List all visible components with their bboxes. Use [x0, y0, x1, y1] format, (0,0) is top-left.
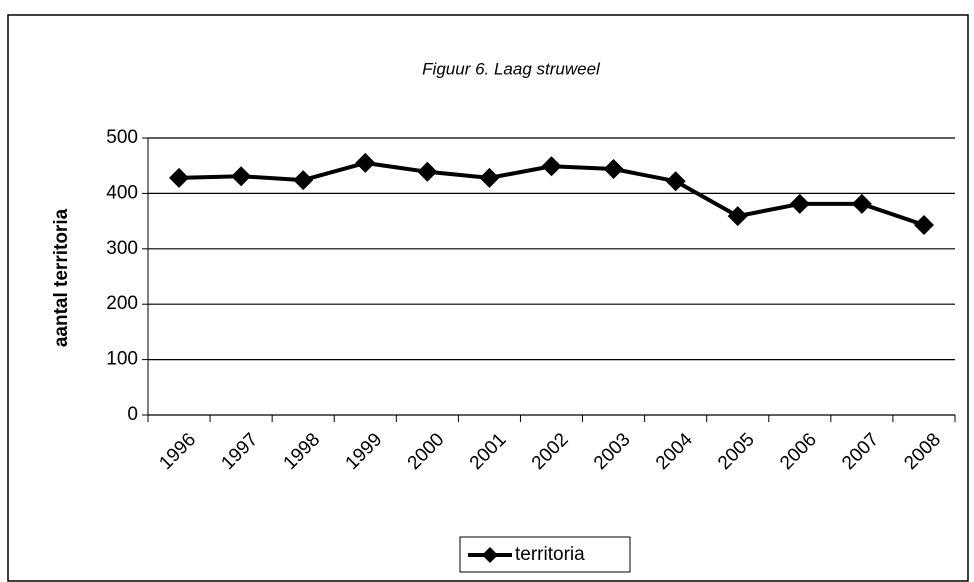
chart-title: Figuur 6. Laag struweel: [422, 59, 601, 78]
data-point: [293, 170, 314, 191]
data-point: [913, 214, 934, 235]
data-point: [665, 171, 686, 192]
data-point: [479, 167, 500, 188]
y-tick-label: 0: [127, 404, 138, 425]
data-point: [231, 166, 252, 187]
y-tick-label: 400: [106, 182, 138, 203]
y-tick-label: 300: [106, 238, 138, 259]
y-tick-label: 500: [106, 127, 138, 148]
legend-marker: [482, 547, 498, 563]
data-point: [169, 167, 190, 188]
data-point: [417, 161, 438, 182]
y-tick-label: 200: [106, 293, 138, 314]
chart-frame: [7, 14, 969, 582]
y-axis-label: aantal territoria: [51, 208, 72, 347]
data-point: [355, 152, 376, 173]
data-point: [727, 206, 748, 227]
data-point: [789, 193, 810, 214]
data-point: [851, 193, 872, 214]
data-point: [541, 156, 562, 177]
legend-label: territoria: [515, 544, 585, 565]
data-point: [603, 159, 624, 180]
y-tick-label: 100: [106, 349, 138, 370]
